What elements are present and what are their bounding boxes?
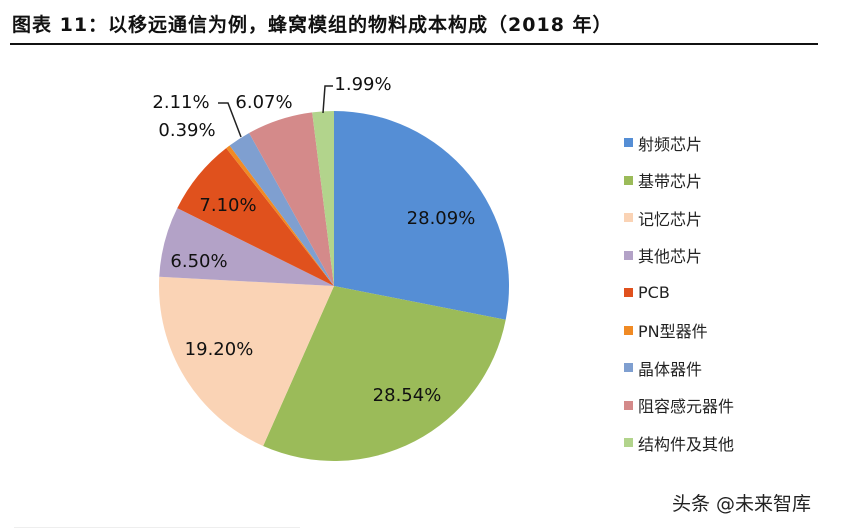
legend-label: 记忆芯片 (638, 209, 703, 229)
title-divider (10, 43, 818, 45)
pie-slice-5 (226, 145, 334, 286)
legend-swatch-icon (624, 213, 633, 223)
legend-item: PCB (624, 274, 734, 312)
legend-label: 其他芯片 (638, 247, 703, 267)
pie-slice-0 (334, 111, 510, 320)
legend-label: 晶体器件 (638, 359, 703, 379)
legend-swatch-icon (624, 138, 633, 148)
legend-swatch-icon (624, 175, 633, 185)
legend-label: 结构件及其他 (638, 434, 735, 454)
data-label: 7.10% (199, 195, 256, 216)
pie-slice-7 (249, 112, 334, 287)
legend-label: 阻容感元器件 (638, 397, 735, 417)
legend-label: PN型器件 (638, 322, 708, 342)
legend-swatch-icon (624, 250, 633, 260)
pie-slice-4 (177, 148, 334, 286)
legend-item: 其他芯片 (624, 237, 734, 275)
chart-legend: 射频芯片基带芯片记忆芯片其他芯片 PCB PN型器件晶体器件阻容感元器件 结构件及其他 (624, 124, 734, 462)
bottom-divider (14, 527, 300, 528)
legend-swatch-icon (624, 438, 633, 448)
legend-swatch-icon (624, 400, 633, 410)
pie-slices (158, 111, 510, 462)
pie-slice-3 (159, 208, 334, 286)
data-labels: 28.09% 28.54% 19.20% 6.50% 7.10% 0.39% 2.11% 6.… (152, 74, 475, 406)
data-label: 1.99% (334, 74, 391, 95)
data-label: 2.11% (152, 92, 209, 113)
leader-line (322, 85, 333, 114)
legend-item: 晶体器件 (624, 349, 734, 387)
legend-swatch-icon (624, 325, 633, 335)
chart-title: 图表 11：以移远通信为例，蜂窝模组的物料成本构成（2018 年） (12, 14, 613, 36)
pie-slice-6 (229, 132, 334, 286)
data-label: 6.07% (235, 92, 292, 113)
legend-item: PN型器件 (624, 312, 734, 350)
pie-slice-8 (312, 111, 334, 286)
data-label: 19.20% (185, 339, 254, 360)
pie-slice-1 (263, 286, 506, 462)
legend-item: 记忆芯片 (624, 199, 734, 237)
legend-swatch-icon (624, 288, 633, 298)
data-label: 6.50% (170, 251, 227, 272)
legend-label: 射频芯片 (638, 134, 703, 154)
legend-item: 阻容感元器件 (624, 387, 734, 425)
leader-lines (218, 85, 333, 138)
data-label: 28.54% (373, 385, 442, 406)
legend-label: PCB (638, 283, 670, 303)
legend-item: 射频芯片 (624, 124, 734, 162)
leader-line (218, 102, 242, 138)
legend-label: 基带芯片 (638, 172, 703, 192)
legend-item: 结构件及其他 (624, 424, 734, 462)
legend-item: 基带芯片 (624, 162, 734, 200)
pie-slice-2 (158, 276, 334, 447)
watermark: 头条 @未来智库 (672, 493, 812, 515)
data-label: 28.09% (407, 208, 476, 229)
data-label: 0.39% (158, 120, 215, 141)
legend-swatch-icon (624, 363, 633, 373)
